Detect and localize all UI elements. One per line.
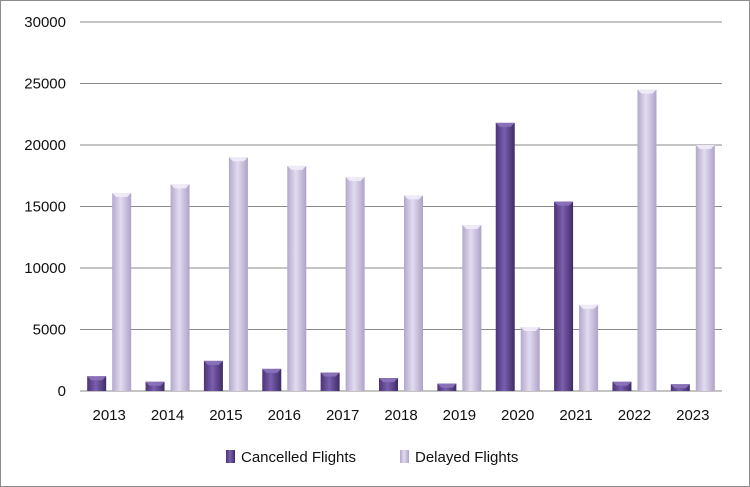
bar-cancelled [670,384,690,391]
y-tick-label: 0 [58,383,66,400]
bar-body [579,304,599,391]
bar-body [170,184,190,391]
bar-bevel [87,376,107,381]
bar-body [495,122,515,392]
bar-delayed [112,192,132,391]
bar-body [145,381,165,391]
bar-bevel [579,304,599,309]
bar-delayed [228,157,248,391]
bar-body [228,157,248,391]
bar-bevel [145,381,165,386]
bar-body [345,176,365,391]
x-axis: 2013 2014 2015 2016 2017 2018 2019 2020 2021 2022… [92,407,709,424]
legend-label: Cancelled Flights [241,449,356,466]
bar-body [554,201,574,391]
bar-bevel [203,360,223,365]
bar-bevel [170,184,190,189]
y-tick-label: 10000 [24,260,66,277]
y-tick-label: 25000 [24,76,66,93]
bar-delayed [287,165,307,391]
bar-delayed [579,304,599,391]
bar-delayed [404,195,423,391]
legend-swatch [226,450,235,463]
legend-item-cancelled: Cancelled Flights [226,449,356,466]
bar-body [203,360,223,391]
bar-body [262,368,282,391]
bar-body [320,372,340,391]
legend-item-delayed: Delayed Flights [400,449,518,466]
bar-bevel [554,201,574,206]
bar-cancelled [554,201,574,391]
bar-delayed [345,176,365,391]
bar-bevel [228,157,248,162]
bar-cancelled [203,360,223,391]
bar-cancelled [612,381,632,391]
x-tick-label: 2019 [443,407,476,424]
y-tick-label: 5000 [33,322,66,339]
bar-body [612,381,632,391]
bar-bevel [262,368,282,373]
x-tick-label: 2023 [676,407,709,424]
bar-delayed [695,145,715,391]
x-tick-label: 2015 [209,407,242,424]
y-tick-label: 15000 [24,199,66,216]
bar-body [287,165,307,391]
bar-bevel [404,195,423,200]
y-axis: 0 5000 10000 15000 20000 25000 30000 [24,14,66,400]
bar-body [462,224,482,391]
bar-bevel [379,378,398,383]
x-tick-label: 2013 [92,407,125,424]
bar-delayed [637,89,657,392]
bar-cancelled [262,368,282,391]
y-tick-label: 30000 [24,14,66,31]
bar-cancelled [495,122,515,392]
bar-bevel [320,372,340,377]
x-tick-label: 2018 [384,407,417,424]
bar-bevel [520,327,540,332]
bar-bevel [112,192,132,197]
legend-swatch [400,450,409,463]
bar-cancelled [437,383,457,391]
x-tick-label: 2022 [618,407,651,424]
bar-bevel [437,383,457,388]
bar-delayed [170,184,190,391]
bar-bevel [637,89,657,94]
bar-bevel [612,381,632,386]
bar-cancelled [379,378,398,391]
bar-bevel [462,224,482,229]
bar-cancelled [145,381,165,391]
bar-bevel [495,122,515,127]
bar-delayed [520,327,540,391]
legend-label: Delayed Flights [415,449,518,466]
bar-bevel [345,176,365,181]
legend: Cancelled Flights Delayed Flights [226,449,518,466]
bar-cancelled [87,376,107,391]
bars [87,89,715,392]
bar-body [637,89,657,392]
bar-body [112,192,132,391]
x-tick-label: 2020 [501,407,534,424]
x-tick-label: 2021 [559,407,592,424]
x-tick-label: 2016 [268,407,301,424]
bar-body [695,145,715,391]
bar-delayed [462,224,482,391]
x-tick-label: 2014 [151,407,184,424]
bar-body [520,327,540,391]
bar-cancelled [320,372,340,391]
bar-bevel [695,145,715,149]
bar-body [404,195,423,391]
bar-bevel [287,165,307,170]
y-tick-label: 20000 [24,137,66,154]
bar-bevel [670,384,690,389]
x-tick-label: 2017 [326,407,359,424]
